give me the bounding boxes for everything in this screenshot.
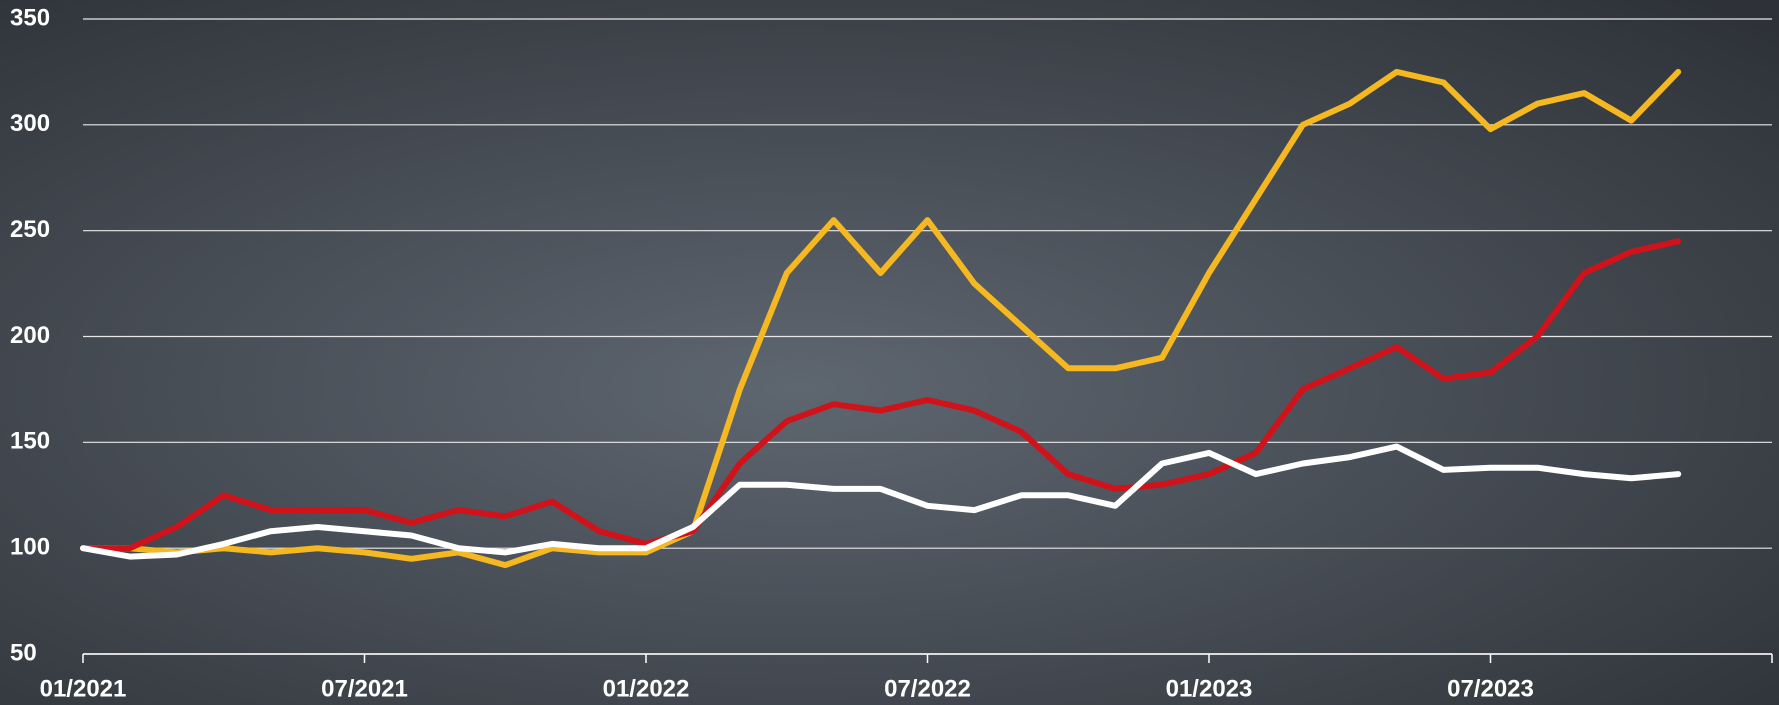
y-tick-label: 200 (10, 322, 50, 349)
y-tick-label: 150 (10, 428, 50, 455)
x-tick-label: 07/2023 (1447, 675, 1534, 702)
y-tick-label: 50 (10, 639, 37, 666)
y-tick-label: 250 (10, 216, 50, 243)
y-tick-label: 100 (10, 534, 50, 561)
y-tick-label: 350 (10, 4, 50, 31)
series-line (80, 443, 1682, 560)
x-tick-label: 07/2022 (884, 675, 971, 702)
series-line (80, 238, 1682, 552)
x-tick-label: 01/2021 (40, 675, 127, 702)
series-line (80, 68, 1682, 569)
x-tick-label: 01/2022 (603, 675, 690, 702)
x-tick-label: 07/2021 (321, 675, 408, 702)
x-tick-label: 01/2023 (1166, 675, 1253, 702)
y-tick-label: 300 (10, 110, 50, 137)
